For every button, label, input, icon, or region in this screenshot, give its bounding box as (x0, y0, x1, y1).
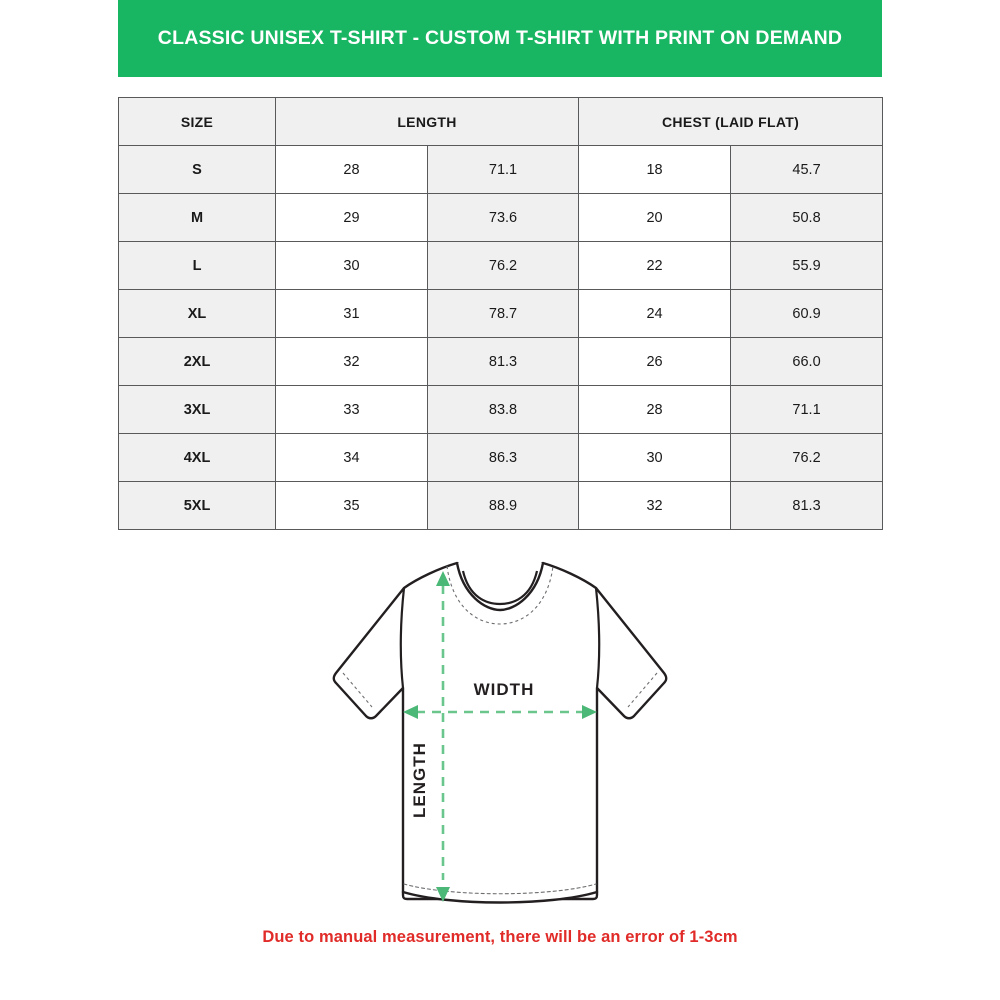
cell-length-cm: 86.3 (426, 433, 580, 482)
cell-length-inches: 32 (275, 337, 428, 386)
cell-chest-cm: 55.9 (730, 241, 884, 290)
tshirt-left-shoulder-seam (399, 587, 406, 689)
cell-length-cm: 71.1 (426, 145, 580, 194)
header-banner: CLASSIC UNISEX T-SHIRT - CUSTOM T-SHIRT … (118, 0, 882, 77)
tshirt-bottom-hem (401, 890, 599, 904)
table-header-row: SIZE LENGTH CHEST (LAID FLAT) (118, 97, 884, 146)
tshirt-diagram: WIDTH LENGTH (332, 561, 668, 904)
cell-chest-cm: 81.3 (730, 481, 884, 530)
cell-length-cm: 78.7 (426, 289, 580, 338)
cell-length-cm: 83.8 (426, 385, 580, 434)
cell-length-inches: 29 (275, 193, 428, 242)
cell-size: 3XL (118, 385, 276, 434)
cell-chest-inches: 30 (578, 433, 732, 482)
column-header-chest: CHEST (LAID FLAT) (578, 97, 884, 146)
cell-length-cm: 88.9 (426, 481, 580, 530)
cell-size: 2XL (118, 337, 276, 386)
table-body: S 28 71.1 18 45.7 M 29 73.6 20 50.8 L 30 76.2 22 55.9 X… (118, 145, 884, 530)
cell-chest-inches: 18 (578, 145, 732, 194)
tshirt-collar-stitch (446, 565, 554, 625)
width-arrowhead-left (403, 705, 418, 719)
tshirt-collar-rib (461, 570, 539, 606)
cell-chest-inches: 32 (578, 481, 732, 530)
table-row: 4XL 34 86.3 30 76.2 (118, 433, 884, 482)
size-chart-table-container: SIZE LENGTH CHEST (LAID FLAT) S 28 71.1 18 4… (118, 97, 884, 530)
cell-chest-inches: 28 (578, 385, 732, 434)
cell-length-cm: 73.6 (426, 193, 580, 242)
cell-length-cm: 81.3 (426, 337, 580, 386)
cell-size: L (118, 241, 276, 290)
table-row: 3XL 33 83.8 28 71.1 (118, 385, 884, 434)
cell-size: XL (118, 289, 276, 338)
cell-size: M (118, 193, 276, 242)
cell-length-cm: 76.2 (426, 241, 580, 290)
cell-chest-cm: 60.9 (730, 289, 884, 338)
cell-chest-inches: 20 (578, 193, 732, 242)
tshirt-body-outline (332, 561, 668, 901)
length-arrowhead-top (436, 571, 450, 586)
cell-length-inches: 34 (275, 433, 428, 482)
cell-size: 4XL (118, 433, 276, 482)
size-chart-table: SIZE LENGTH CHEST (LAID FLAT) S 28 71.1 18 4… (118, 97, 884, 530)
cell-chest-cm: 50.8 (730, 193, 884, 242)
cell-chest-cm: 66.0 (730, 337, 884, 386)
cell-length-inches: 35 (275, 481, 428, 530)
cell-chest-cm: 76.2 (730, 433, 884, 482)
cell-size: 5XL (118, 481, 276, 530)
tshirt-right-sleeve-hem-stitch (627, 672, 658, 708)
tshirt-left-sleeve-hem-stitch (342, 672, 373, 708)
page-title: CLASSIC UNISEX T-SHIRT - CUSTOM T-SHIRT … (157, 27, 843, 49)
table-row: 2XL 32 81.3 26 66.0 (118, 337, 884, 386)
table-row: XL 31 78.7 24 60.9 (118, 289, 884, 338)
width-arrowhead-right (582, 705, 597, 719)
length-label: LENGTH (410, 742, 429, 818)
table-row: L 30 76.2 22 55.9 (118, 241, 884, 290)
length-arrowhead-bottom (436, 887, 450, 902)
cell-length-inches: 28 (275, 145, 428, 194)
cell-chest-cm: 71.1 (730, 385, 884, 434)
cell-chest-inches: 24 (578, 289, 732, 338)
measurement-disclaimer: Due to manual measurement, there will be… (262, 928, 738, 946)
tshirt-right-shoulder-seam (594, 587, 601, 689)
cell-chest-inches: 22 (578, 241, 732, 290)
table-row: S 28 71.1 18 45.7 (118, 145, 884, 194)
cell-size: S (118, 145, 276, 194)
cell-length-inches: 30 (275, 241, 428, 290)
column-header-size: SIZE (118, 97, 276, 146)
width-label: WIDTH (474, 680, 535, 699)
cell-chest-cm: 45.7 (730, 145, 884, 194)
table-row: M 29 73.6 20 50.8 (118, 193, 884, 242)
cell-chest-inches: 26 (578, 337, 732, 386)
table-row: 5XL 35 88.9 32 81.3 (118, 481, 884, 530)
cell-length-inches: 31 (275, 289, 428, 338)
cell-length-inches: 33 (275, 385, 428, 434)
tshirt-bottom-hem-stitch (403, 883, 597, 895)
column-header-length: LENGTH (274, 97, 580, 146)
